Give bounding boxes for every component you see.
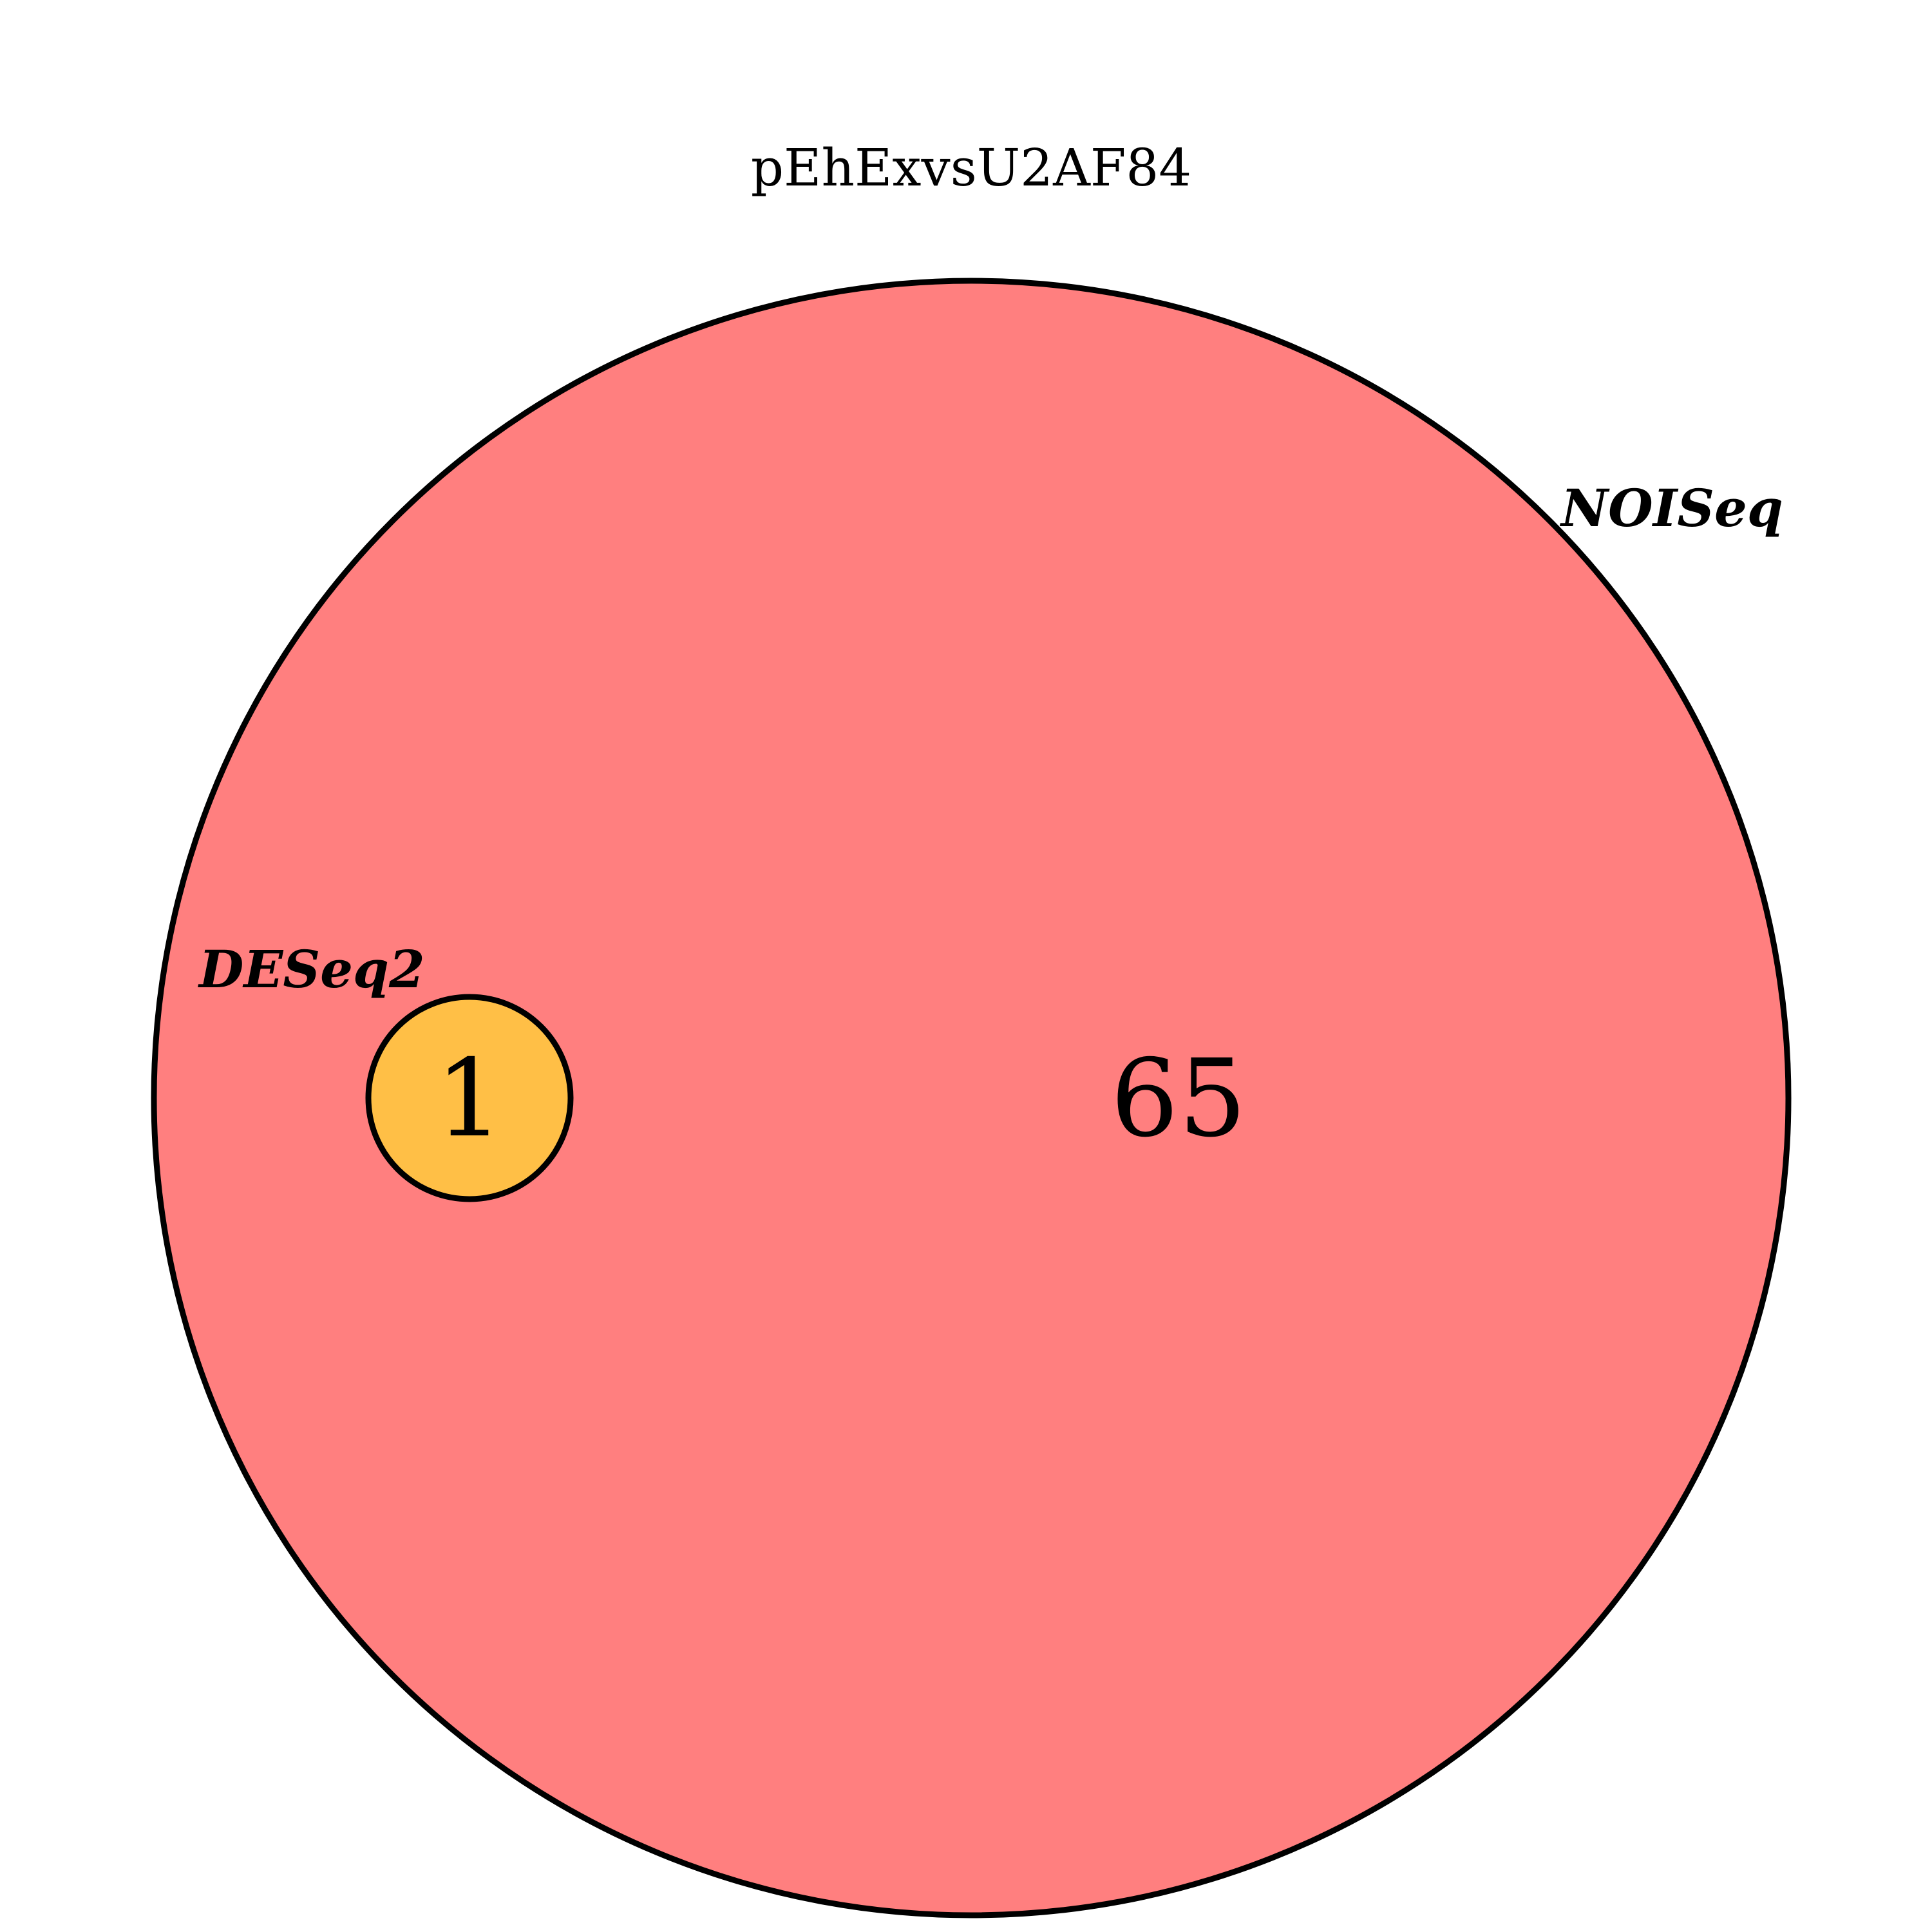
noiseq-only-count: 65	[1110, 1037, 1246, 1161]
noiseq-label: NOISeq	[1559, 478, 1783, 538]
overlap-count: 1	[435, 1037, 504, 1161]
noiseq-circle	[151, 278, 1792, 1918]
diagram-title: pEhExvsU2AF84	[751, 138, 1191, 198]
deseq2-label: DESeq2	[198, 939, 425, 999]
deseq2-circle	[365, 994, 574, 1202]
